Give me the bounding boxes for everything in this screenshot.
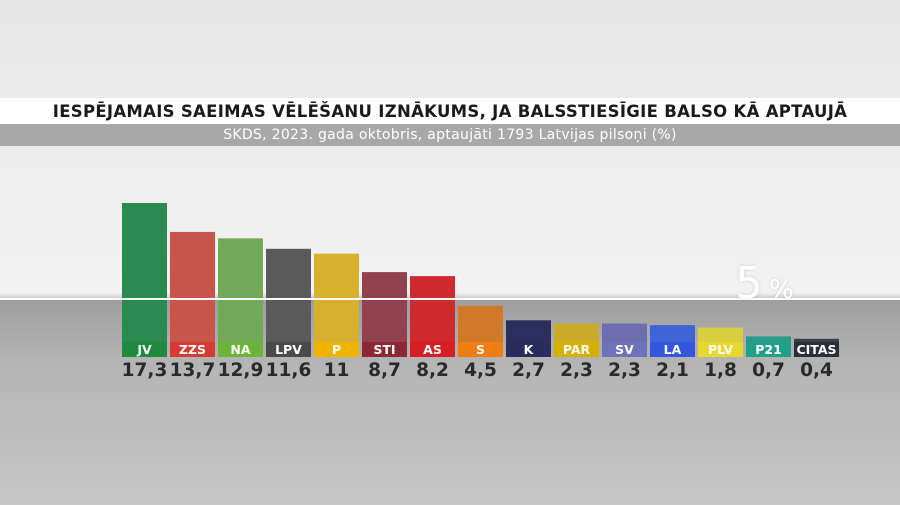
- value-label: 13,7: [170, 360, 216, 381]
- category-tag-na: [218, 342, 263, 357]
- bar-citas: [794, 338, 839, 342]
- bar-la: [650, 325, 695, 342]
- chart-title: IESPĒJAMAIS SAEIMAS VĒLĒŠANU IZNĀKUMS, J…: [0, 98, 900, 124]
- category-tag-plv: [698, 342, 743, 357]
- value-label: 12,9: [218, 360, 264, 381]
- value-label: 4,5: [464, 360, 497, 381]
- bar-s: [458, 305, 503, 342]
- value-label: 11: [324, 360, 350, 381]
- bar-jv: [122, 203, 167, 342]
- value-label: 2,1: [656, 360, 689, 381]
- bar-par: [554, 323, 599, 342]
- bar-p21: [746, 336, 791, 342]
- value-label: 2,3: [560, 360, 593, 381]
- threshold-value: 5: [735, 258, 763, 309]
- category-label: NA: [230, 342, 250, 357]
- category-tag-lpv: [266, 342, 311, 357]
- category-label: SV: [615, 342, 634, 357]
- value-label: 2,7: [512, 360, 545, 381]
- bar-lpv: [266, 248, 311, 342]
- category-tag-k: [506, 342, 551, 357]
- category-label: P21: [755, 342, 782, 357]
- bar-sti: [362, 272, 407, 342]
- category-tag-zzs: [170, 342, 215, 357]
- value-label: 8,7: [368, 360, 401, 381]
- chart-subtitle: SKDS, 2023. gada oktobris, aptaujāti 179…: [0, 124, 900, 146]
- value-label: 0,4: [800, 360, 833, 381]
- category-tag-citas: [794, 342, 839, 357]
- bar-as: [410, 276, 455, 342]
- value-label: 17,3: [122, 360, 168, 381]
- category-label: LPV: [275, 342, 302, 357]
- category-tag-p21: [746, 342, 791, 357]
- category-tag-p: [314, 342, 359, 357]
- value-label: 11,6: [266, 360, 312, 381]
- category-label: STI: [373, 342, 395, 357]
- category-tag-jv: [122, 342, 167, 357]
- value-label: 8,2: [416, 360, 449, 381]
- category-tag-sti: [362, 342, 407, 357]
- category-label: LA: [664, 342, 682, 357]
- category-label: K: [524, 342, 535, 357]
- category-label: ZZS: [179, 342, 206, 357]
- category-label: AS: [423, 342, 442, 357]
- bar-k: [506, 320, 551, 342]
- category-label: P: [332, 342, 341, 357]
- category-tag-par: [554, 342, 599, 357]
- category-label: JV: [136, 342, 152, 357]
- value-label: 1,8: [704, 360, 737, 381]
- category-label: PAR: [563, 342, 591, 357]
- category-label: CITAS: [796, 342, 836, 357]
- value-label: 2,3: [608, 360, 641, 381]
- category-tag-as: [410, 342, 455, 357]
- category-tag-s: [458, 342, 503, 357]
- threshold-unit: %: [769, 275, 794, 305]
- category-tag-sv: [602, 342, 647, 357]
- bar-sv: [602, 323, 647, 342]
- bar-zzs: [170, 231, 215, 342]
- threshold-label: 5%: [735, 258, 794, 309]
- category-label: S: [476, 342, 485, 357]
- value-label: 0,7: [752, 360, 785, 381]
- category-tag-la: [650, 342, 695, 357]
- category-label: PLV: [708, 342, 733, 357]
- bar-p: [314, 253, 359, 342]
- bar-na: [218, 238, 263, 342]
- bar-plv: [698, 327, 743, 342]
